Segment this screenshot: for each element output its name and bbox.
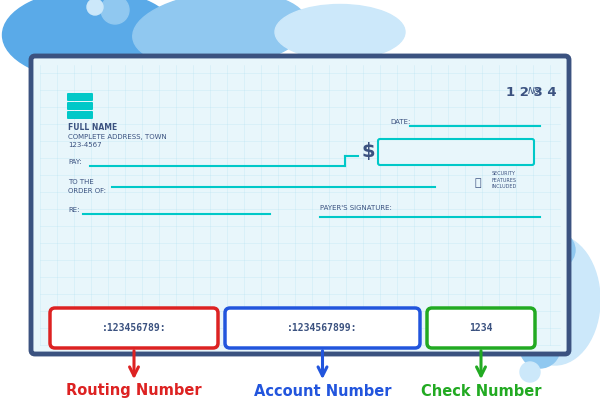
Text: 1 2 3 4: 1 2 3 4 bbox=[506, 86, 557, 98]
Circle shape bbox=[101, 0, 129, 24]
Text: 123-4567: 123-4567 bbox=[68, 142, 101, 148]
FancyBboxPatch shape bbox=[31, 56, 569, 354]
FancyBboxPatch shape bbox=[67, 93, 93, 101]
Text: Routing Number: Routing Number bbox=[66, 384, 202, 398]
Text: ORDER OF:: ORDER OF: bbox=[68, 188, 106, 194]
Ellipse shape bbox=[2, 0, 178, 80]
Ellipse shape bbox=[515, 228, 575, 272]
Text: DATE:: DATE: bbox=[390, 119, 410, 125]
Ellipse shape bbox=[510, 235, 600, 365]
Ellipse shape bbox=[133, 0, 307, 68]
Text: 1234: 1234 bbox=[469, 323, 493, 333]
FancyBboxPatch shape bbox=[225, 308, 420, 348]
Circle shape bbox=[520, 328, 560, 368]
FancyBboxPatch shape bbox=[50, 308, 218, 348]
Text: :123456789:: :123456789: bbox=[101, 323, 166, 333]
FancyBboxPatch shape bbox=[67, 111, 93, 119]
Text: SECURITY
FEATURES
INCLUDED: SECURITY FEATURES INCLUDED bbox=[492, 171, 517, 189]
Text: FULL NAME: FULL NAME bbox=[68, 124, 117, 132]
Ellipse shape bbox=[275, 4, 405, 60]
Text: PAYER'S SIGNATURE:: PAYER'S SIGNATURE: bbox=[320, 205, 392, 211]
Text: COMPLETE ADDRESS, TOWN: COMPLETE ADDRESS, TOWN bbox=[68, 134, 167, 140]
Circle shape bbox=[87, 0, 103, 15]
Text: PAY:: PAY: bbox=[68, 159, 82, 165]
Text: :1234567899:: :1234567899: bbox=[287, 323, 358, 333]
FancyBboxPatch shape bbox=[427, 308, 535, 348]
Text: Account Number: Account Number bbox=[254, 384, 391, 398]
FancyBboxPatch shape bbox=[67, 102, 93, 110]
Text: $: $ bbox=[361, 142, 375, 162]
Circle shape bbox=[520, 362, 540, 382]
Text: No.: No. bbox=[528, 88, 543, 96]
Text: TO THE: TO THE bbox=[68, 179, 94, 185]
Text: Check Number: Check Number bbox=[421, 384, 541, 398]
Text: RE:: RE: bbox=[68, 207, 79, 213]
FancyBboxPatch shape bbox=[378, 139, 534, 165]
Text: ⚿: ⚿ bbox=[475, 178, 481, 188]
